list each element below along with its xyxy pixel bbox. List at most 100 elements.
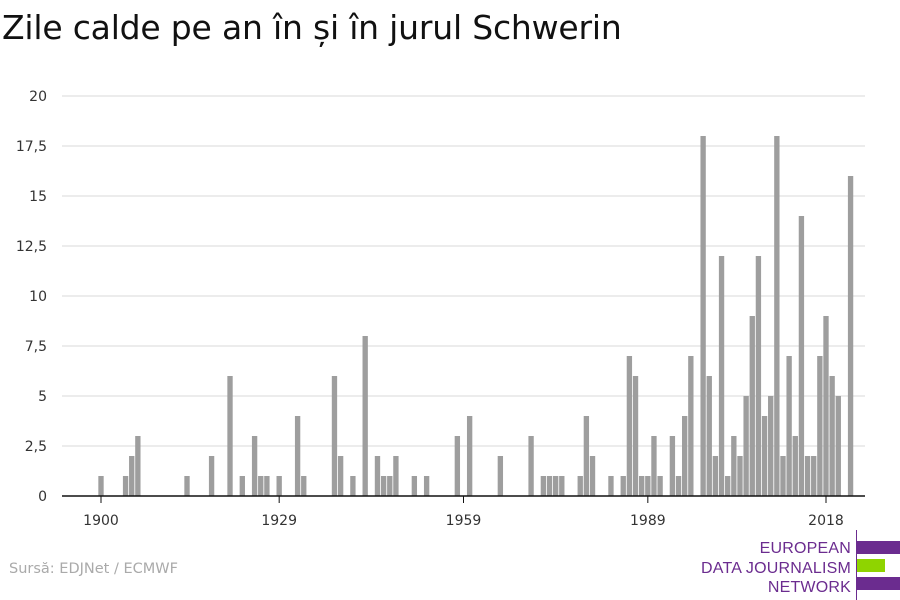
logo-line-1: EUROPEAN [759,540,851,557]
bar-1991 [657,476,663,496]
bar-1986 [626,356,633,496]
y-tick-label: 10 [29,289,47,305]
bar-1921 [227,376,233,496]
bar-1965 [497,456,504,496]
bar-2010 [774,136,780,496]
bar-1973 [546,476,553,496]
bar-1989 [645,476,651,496]
bar-2005 [743,396,749,496]
bar-1974 [552,476,559,496]
chart-title: Zile calde pe an în și în jurul Schwerin [2,8,622,47]
bar-1958 [454,436,461,496]
bar-1951 [411,476,418,496]
bar-1905 [129,456,135,496]
bar-1926 [258,476,264,496]
bar-2001 [718,256,725,496]
bar-1929 [276,476,282,496]
bar-2020 [835,396,841,496]
bar-1993 [669,436,676,496]
bar-1943 [362,336,368,496]
bar-1925 [251,436,258,496]
bar-2011 [780,456,786,496]
bar-1988 [639,476,645,496]
y-axis-tick-labels: 0 2,5 5 7,5 10 12,5 15 17,5 20 [16,89,47,505]
bar-1939 [337,456,344,496]
bar-1932 [294,416,301,496]
bar-1938 [331,376,338,496]
bar-2006 [749,316,755,496]
bar-2015 [804,456,811,496]
bar-1995 [682,416,688,496]
bar-2013 [792,436,798,496]
bar-2009 [768,396,774,496]
bar-1927 [264,476,270,496]
grid-lines [62,95,865,447]
bar-1904 [122,476,129,496]
bar-2008 [761,416,768,496]
bar-2000 [712,456,719,496]
logo-line-3: NETWORK [767,579,851,596]
x-tick-label: 2018 [808,513,844,529]
bar-2004 [737,456,743,496]
y-tick-label: 2,5 [25,439,47,455]
y-tick-label: 17,5 [16,139,47,155]
bar-2002 [725,476,731,496]
bar-1953 [423,476,430,496]
bar-2012 [786,356,792,496]
bar-1906 [135,436,141,496]
y-tick-label: 5 [38,389,47,405]
logo-bar-purple-top [857,541,900,554]
logo-bar-green [857,559,885,572]
bar-1923 [239,476,245,496]
x-tick-label: 1989 [630,513,666,529]
bar-1979 [583,416,590,496]
logo-line-2: DATA JOURNALISM [701,559,851,577]
bar-2007 [755,256,762,496]
y-tick-label: 20 [29,89,47,105]
bar-chart: 0 2,5 5 7,5 10 12,5 15 17,5 20 1900 1929 1959 1989 2… [16,89,865,529]
bar-2022 [847,176,854,496]
bar-1948 [393,456,399,496]
bar-1947 [387,476,393,496]
bar-2016 [811,456,817,496]
y-tick-label: 12,5 [16,239,47,255]
bar-2019 [829,376,835,496]
bar-1990 [651,436,657,496]
bar-1980 [589,456,596,496]
bar-2018 [823,316,829,496]
logo-bar-purple-bottom [857,577,900,590]
bar-2003 [731,436,737,496]
bar-1983 [608,476,614,496]
bar-1999 [706,376,712,496]
bar-1978 [577,476,583,496]
bar-1960 [466,416,473,496]
bar-1985 [620,476,626,496]
bar-1970 [528,436,534,496]
bar-1918 [208,456,215,496]
y-tick-label: 7,5 [25,339,47,355]
source-note: Sursă: EDJNet / ECMWF [9,561,178,577]
bar-1900 [98,476,104,496]
bar-1975 [559,476,565,496]
y-tick-label: 15 [29,189,47,205]
x-axis: 1900 1929 1959 1989 2018 [62,495,865,529]
bar-1987 [632,376,639,496]
bar-1945 [374,456,381,496]
edjnet-logo: EUROPEAN DATA JOURNALISM NETWORK [701,539,851,598]
bar-2017 [817,356,823,496]
bar-1972 [540,476,547,496]
y-tick-label: 0 [38,489,47,505]
bar-1933 [301,476,307,496]
bar-2014 [798,216,805,496]
bar-1914 [184,476,190,496]
bar-1994 [675,476,682,496]
bars [98,136,854,496]
bar-1946 [380,476,387,496]
x-tick-label: 1929 [261,513,297,529]
x-tick-label: 1959 [446,513,482,529]
logo-divider [856,530,857,600]
x-tick-label: 1900 [83,513,119,529]
bar-1998 [700,136,706,496]
bar-1996 [688,356,694,496]
bar-1941 [350,476,356,496]
